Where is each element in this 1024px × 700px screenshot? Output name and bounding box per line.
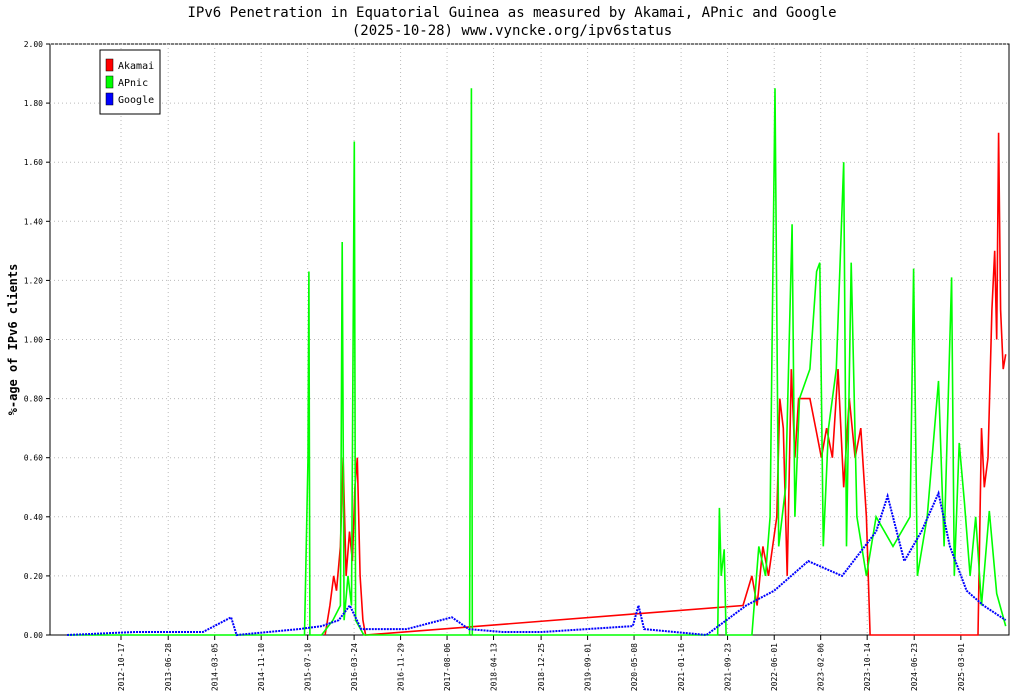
- x-tick-label: 2023-02-06: [817, 643, 826, 691]
- y-tick-label: 1.40: [24, 217, 43, 226]
- x-tick-label: 2023-10-14: [863, 643, 872, 691]
- y-tick-label: 1.20: [24, 276, 43, 285]
- chart-title: IPv6 Penetration in Equatorial Guinea as…: [187, 5, 837, 21]
- x-tick-label: 2020-05-08: [630, 643, 639, 691]
- legend-swatch-apnic: [105, 75, 114, 89]
- x-tick-label: 2021-09-23: [724, 643, 733, 691]
- y-tick-label: 0.00: [24, 631, 43, 640]
- x-tick-label: 2013-06-28: [164, 643, 173, 691]
- legend-label-google: Google: [118, 95, 154, 106]
- legend-label-akamai: Akamai: [118, 61, 154, 72]
- x-tick-label: 2018-04-13: [490, 643, 499, 691]
- series-line-google: [67, 489, 1007, 637]
- x-tick-label: 2016-11-29: [397, 643, 406, 691]
- y-tick-label: 0.60: [24, 454, 43, 463]
- y-tick-label: 1.60: [24, 158, 43, 167]
- x-tick-label: 2014-03-05: [211, 643, 220, 691]
- x-tick-label: 2022-06-01: [770, 643, 779, 691]
- series-line-apnic: [67, 88, 1007, 636]
- y-tick-label: 2.00: [24, 40, 43, 49]
- y-tick-label: 0.80: [24, 395, 43, 404]
- series-line-akamai: [324, 132, 1007, 636]
- x-tick-label: 2019-09-01: [584, 643, 593, 691]
- x-tick-label: 2025-03-01: [957, 643, 966, 691]
- y-axis-label: %-age of IPv6 clients: [6, 264, 20, 416]
- y-tick-label: 0.20: [24, 572, 43, 581]
- y-tick-label: 1.00: [24, 336, 43, 345]
- y-tick-label: 1.80: [24, 99, 43, 108]
- x-tick-label: 2018-12-25: [537, 643, 546, 691]
- x-tick-label: 2016-03-24: [350, 643, 359, 691]
- legend-swatch-google: [105, 92, 114, 106]
- x-tick-label: 2024-06-23: [910, 643, 919, 691]
- x-tick-label: 2012-10-17: [117, 643, 126, 691]
- x-tick-label: 2017-08-06: [443, 643, 452, 691]
- y-tick-label: 0.40: [24, 513, 43, 522]
- legend-label-apnic: APnic: [118, 78, 148, 89]
- legend-swatch-akamai: [105, 58, 114, 72]
- x-tick-label: 2021-01-16: [677, 643, 686, 691]
- x-tick-label: 2015-07-18: [304, 643, 313, 691]
- plot-area: [49, 43, 1010, 636]
- chart-subtitle: (2025-10-28) www.vyncke.org/ipv6status: [351, 23, 673, 39]
- x-tick-label: 2014-11-10: [257, 643, 266, 691]
